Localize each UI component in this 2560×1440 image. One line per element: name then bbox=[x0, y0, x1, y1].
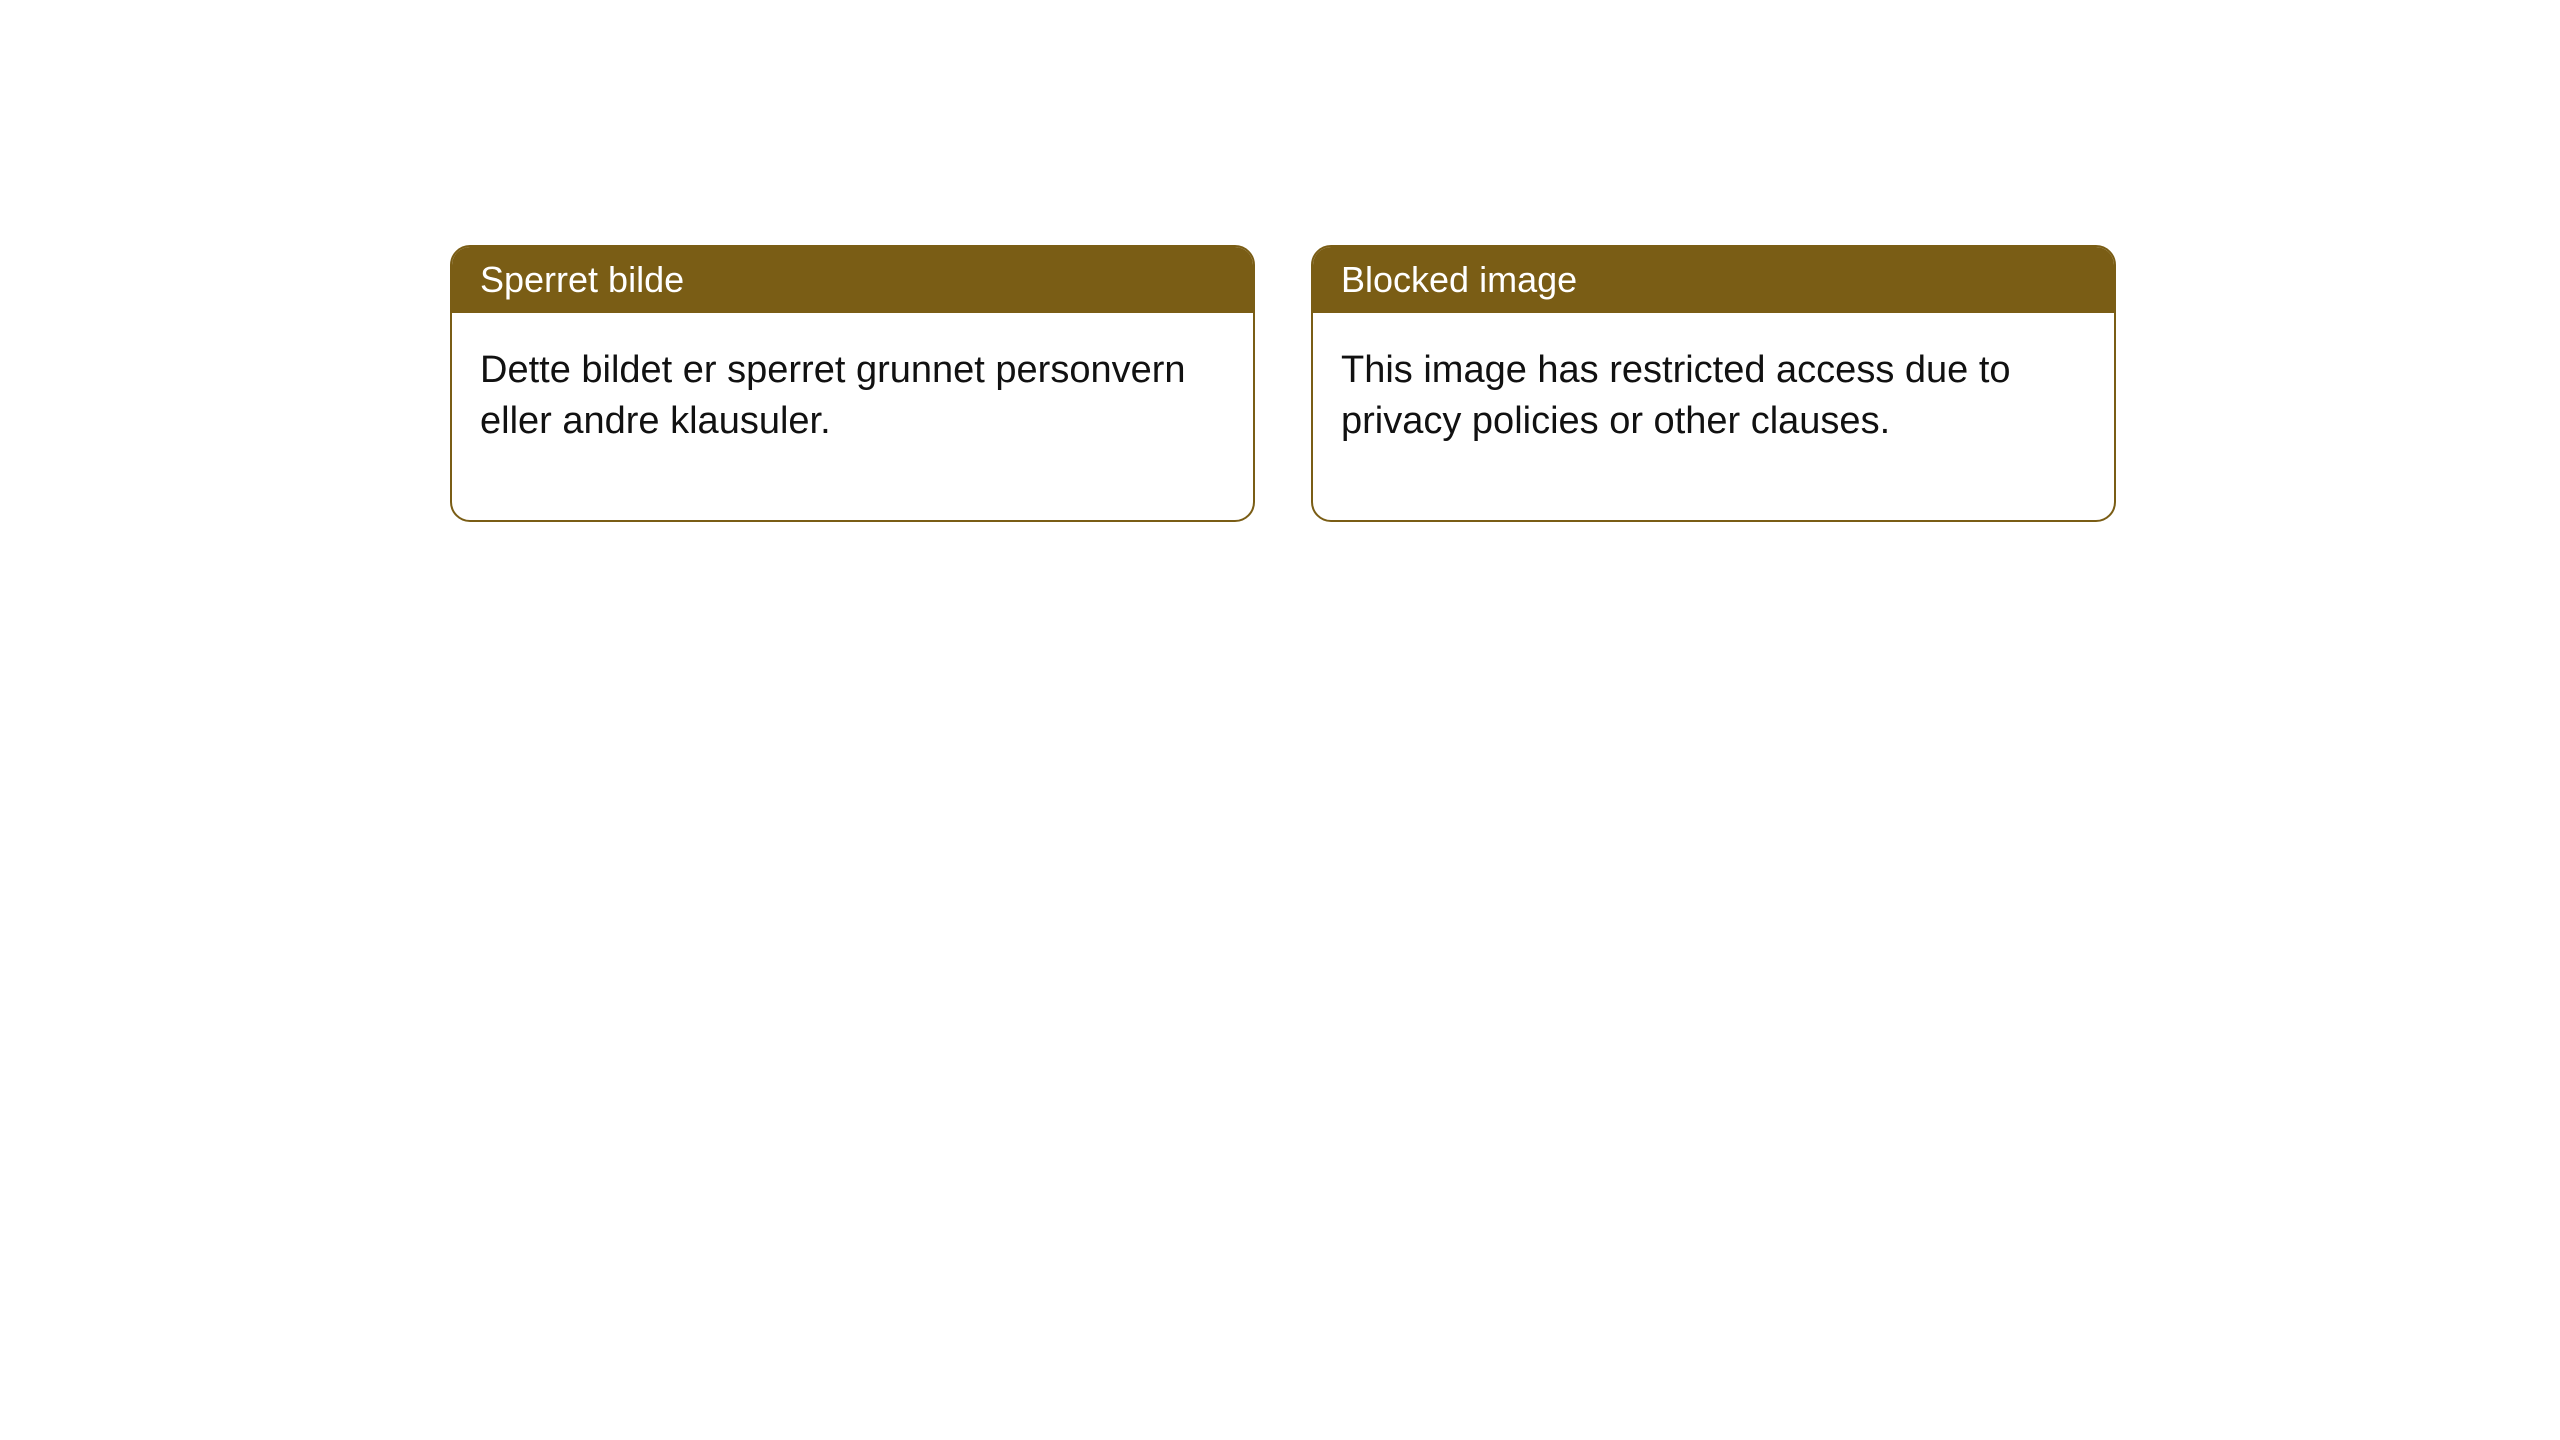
notice-card-header: Blocked image bbox=[1313, 247, 2114, 313]
notice-card-title: Sperret bilde bbox=[480, 259, 684, 300]
notice-card-body: This image has restricted access due to … bbox=[1313, 313, 2114, 520]
notice-card-body: Dette bildet er sperret grunnet personve… bbox=[452, 313, 1253, 520]
notice-card-norwegian: Sperret bilde Dette bildet er sperret gr… bbox=[450, 245, 1255, 522]
notice-card-english: Blocked image This image has restricted … bbox=[1311, 245, 2116, 522]
notice-card-message: Dette bildet er sperret grunnet personve… bbox=[480, 349, 1186, 442]
notice-card-title: Blocked image bbox=[1341, 259, 1577, 300]
notice-card-message: This image has restricted access due to … bbox=[1341, 349, 2011, 442]
notice-card-header: Sperret bilde bbox=[452, 247, 1253, 313]
notice-container: Sperret bilde Dette bildet er sperret gr… bbox=[450, 245, 2116, 522]
